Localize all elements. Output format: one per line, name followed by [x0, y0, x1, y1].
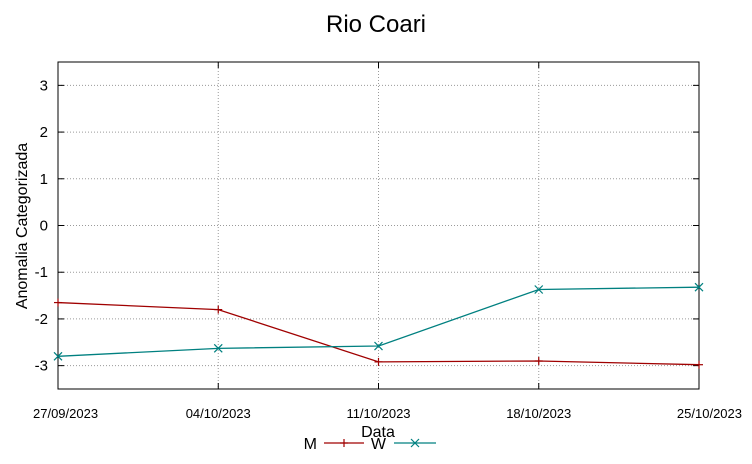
data-point-m	[534, 356, 543, 365]
legend-marker-m	[340, 439, 348, 447]
data-point-m	[214, 305, 223, 314]
data-point-m	[695, 360, 703, 369]
y-tick-label: 1	[40, 171, 48, 188]
y-tick-label: -1	[35, 264, 48, 281]
series-layer	[53, 282, 704, 369]
x-tick-label: 25/10/2023	[677, 406, 742, 421]
legend-label-w: W	[371, 436, 387, 453]
legend-label-m: M	[304, 436, 317, 453]
y-tick-label: 0	[40, 218, 48, 235]
y-tick-label: -3	[35, 358, 48, 375]
x-tick-label: 27/09/2023	[33, 406, 98, 421]
x-axis-ticks: 27/09/2023 04/10/2023 11/10/2023 18/10/2023…	[33, 62, 742, 421]
y-axis-label: Anomalia Categorizada	[14, 143, 31, 309]
grid-lines	[58, 62, 699, 389]
x-tick-label: 11/10/2023	[346, 406, 410, 421]
chart-title: Rio Coari	[326, 11, 426, 38]
data-point-w	[53, 351, 63, 361]
y-axis-ticks: 3 2 1 0 -1 -2 -3	[35, 77, 699, 375]
data-point-m	[54, 298, 62, 307]
legend-marker-w	[410, 438, 420, 448]
data-point-w	[213, 343, 223, 353]
x-axis-label: Data	[361, 424, 395, 441]
y-tick-label: -2	[35, 311, 48, 328]
data-point-w	[694, 282, 704, 292]
series-w	[53, 282, 704, 361]
data-point-w	[534, 285, 544, 294]
data-point-w	[374, 341, 383, 351]
series-m	[54, 298, 703, 369]
y-tick-label: 2	[40, 124, 48, 141]
x-tick-label: 04/10/2023	[186, 406, 251, 421]
y-tick-label: 3	[40, 77, 48, 94]
x-tick-label: 18/10/2023	[506, 406, 571, 421]
data-point-m	[374, 357, 383, 366]
